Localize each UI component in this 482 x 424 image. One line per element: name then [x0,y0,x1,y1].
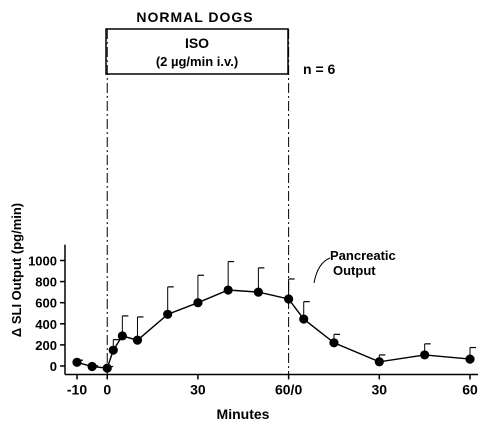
plot-area: 0 200 400 600 800 1000 -10 0 30 60/0 30 60 [28,29,478,397]
data-point [223,285,233,295]
data-point [420,350,430,360]
y-tick-label: 800 [35,275,57,290]
data-point [108,345,118,355]
data-point [284,294,294,304]
data-point [87,361,97,372]
data-point [72,357,82,367]
x-axis-label: Minutes [217,406,270,422]
x-tick-label: 30 [190,381,206,397]
data-point [299,314,309,324]
y-tick-label: 600 [35,296,57,311]
data-point [193,298,203,308]
annotation-pancreatic: Pancreatic [330,248,396,263]
x-tick-label: 30 [372,381,388,397]
sample-size-label: n = 6 [303,61,336,77]
annotation-arrow [313,257,331,284]
annotation-output: Output [333,263,376,278]
treatment-dose: (2 µg/min i.v.) [156,54,238,69]
data-point [163,309,173,319]
data-point [374,357,384,367]
y-tick-label: 200 [35,338,57,353]
data-point [465,354,475,364]
x-tick-label: 60 [462,381,478,397]
data-point [329,338,339,348]
treatment-label: ISO [185,35,209,51]
y-tick-label: 1000 [28,254,57,269]
data-point [253,287,263,297]
y-tick-label: 400 [35,317,57,332]
x-tick-label: 0 [103,381,111,397]
chart-title: NORMAL DOGS [136,9,253,25]
series-line [76,289,471,369]
y-axis-label: Δ SLI Output (pg/min) [9,203,24,337]
x-tick-label: -10 [67,381,87,397]
data-series [72,260,476,373]
data-point [102,363,112,373]
x-tick-label: 60/0 [275,381,302,397]
y-tick-label: 0 [50,359,57,374]
data-point [132,335,143,345]
data-point [117,331,127,341]
treatment-box [105,28,289,75]
